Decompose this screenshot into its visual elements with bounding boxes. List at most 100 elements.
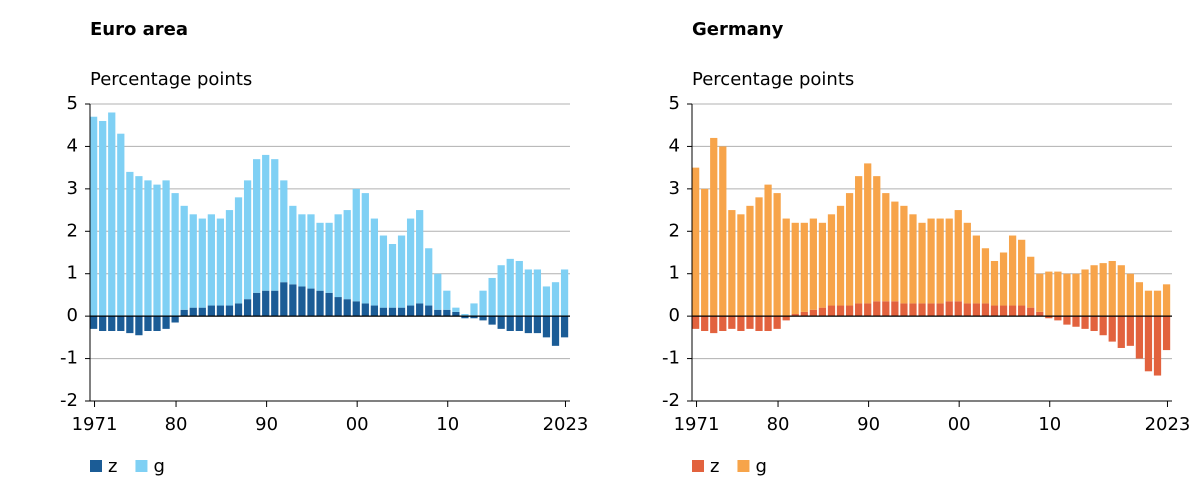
- bar: [764, 184, 772, 317]
- bar: [692, 316, 700, 329]
- bar: [388, 244, 397, 308]
- bar: [108, 316, 116, 331]
- bar: [370, 218, 378, 306]
- bar: [461, 316, 469, 319]
- bar: [416, 210, 424, 304]
- bar: [818, 307, 827, 317]
- bar: [1027, 307, 1035, 317]
- bar: [334, 214, 342, 298]
- bar: [325, 292, 333, 317]
- bar: [470, 303, 478, 317]
- bar: [746, 316, 754, 329]
- bar: [470, 316, 478, 319]
- bar: [542, 316, 551, 338]
- bar: [1144, 290, 1153, 317]
- bar: [1008, 235, 1017, 306]
- bar: [153, 316, 161, 331]
- bar: [533, 269, 542, 317]
- bar: [710, 316, 718, 334]
- bar: [90, 116, 98, 317]
- bar: [416, 303, 424, 317]
- legend-label: z: [108, 456, 117, 477]
- bar: [809, 309, 817, 317]
- y-tick-label: 4: [669, 135, 680, 156]
- bar: [1018, 239, 1026, 306]
- bar: [379, 235, 388, 308]
- bar: [243, 299, 252, 317]
- bar: [1081, 316, 1089, 329]
- bar: [719, 316, 727, 331]
- bar: [954, 301, 962, 317]
- bar: [891, 201, 899, 302]
- x-tick-label: 1971: [674, 414, 720, 435]
- bar: [180, 309, 188, 317]
- bar: [746, 205, 754, 317]
- bar: [1099, 263, 1107, 317]
- bar: [117, 316, 125, 331]
- bar: [551, 316, 560, 346]
- bar: [791, 314, 799, 317]
- x-tick-label: 2023: [1145, 414, 1191, 435]
- bar: [298, 214, 306, 287]
- bar: [737, 214, 745, 317]
- bar: [180, 205, 188, 310]
- bar: [945, 301, 953, 317]
- x-tick-label: 1971: [72, 414, 118, 435]
- bar: [981, 303, 990, 317]
- bar: [506, 316, 514, 331]
- bar: [343, 299, 351, 317]
- y-tick-label: 3: [669, 178, 680, 199]
- bar: [1008, 305, 1017, 317]
- bar: [289, 284, 297, 317]
- bar: [271, 290, 279, 317]
- bar: [189, 307, 197, 317]
- y-tick-label: 2: [669, 220, 680, 241]
- bar: [755, 316, 763, 331]
- bar: [936, 303, 944, 317]
- bar: [533, 316, 542, 334]
- bar: [207, 305, 215, 317]
- bar: [1018, 305, 1026, 317]
- bar: [461, 314, 469, 317]
- x-tick-label: 00: [346, 414, 369, 435]
- bar: [397, 235, 406, 308]
- bar: [1072, 273, 1080, 317]
- bar: [1036, 311, 1044, 317]
- bar: [243, 180, 252, 300]
- bar: [280, 282, 288, 317]
- y-tick-label: 5: [67, 93, 78, 114]
- bar: [370, 305, 378, 317]
- y-tick-label: 1: [67, 263, 78, 284]
- bar: [225, 305, 234, 317]
- bar: [710, 137, 718, 317]
- bar: [1099, 316, 1107, 336]
- bar: [434, 273, 442, 310]
- bar: [434, 309, 442, 317]
- bar: [443, 309, 451, 317]
- bar: [918, 222, 926, 304]
- bar: [479, 290, 487, 317]
- bar: [99, 120, 107, 317]
- bar: [488, 277, 496, 317]
- y-tick-label: 0: [669, 305, 680, 326]
- bar: [900, 303, 908, 317]
- y-tick-label: -2: [662, 390, 680, 411]
- bar: [135, 176, 143, 317]
- bar: [782, 218, 790, 317]
- bar: [1072, 316, 1080, 327]
- bar: [999, 305, 1008, 317]
- bar: [1063, 316, 1071, 325]
- bar: [343, 210, 351, 300]
- bar: [443, 290, 451, 310]
- bar: [882, 193, 890, 302]
- bar: [171, 193, 179, 317]
- bar: [108, 112, 116, 317]
- bar: [506, 258, 514, 317]
- y-tick-label: -2: [60, 390, 78, 411]
- bar: [845, 305, 854, 317]
- bar: [701, 316, 709, 331]
- x-tick-label: 00: [948, 414, 971, 435]
- bar: [999, 252, 1008, 306]
- y-axis-label: Percentage points: [692, 69, 854, 90]
- bar: [117, 133, 125, 317]
